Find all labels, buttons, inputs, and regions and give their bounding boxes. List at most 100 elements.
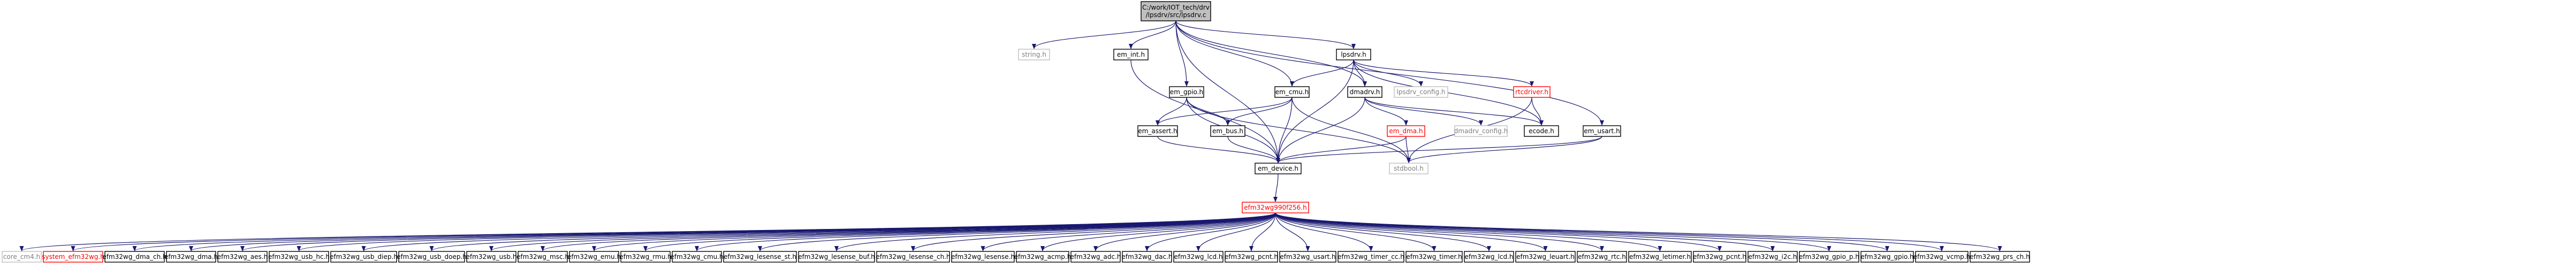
node-label: efm32wg_msc.h: [516, 253, 569, 261]
node-dmadrv-h[interactable]: dmadrv.h: [1347, 86, 1382, 98]
node-lpsdrv-config-h[interactable]: lpsdrv_config.h: [1394, 86, 1448, 98]
node-label-line: /lpsdrv/src/lpsdrv.c: [1146, 11, 1206, 19]
node-efm32wg-msc-h[interactable]: efm32wg_msc.h: [516, 251, 569, 263]
node-label: em_bus.h: [1212, 127, 1243, 135]
node-system-efm32wg-h[interactable]: system_efm32wg.h: [42, 251, 104, 263]
node-efm32wg-dac-h[interactable]: efm32wg_dac.h: [1122, 251, 1173, 263]
node-efm32wg-dma-ch-h[interactable]: efm32wg_dma_ch.h: [102, 251, 167, 263]
node-em-gpio-h[interactable]: em_gpio.h: [1169, 86, 1204, 98]
node-box: [1405, 251, 1463, 263]
edge-em_dma-to-em_device: [1276, 136, 1407, 163]
node-em-int-h[interactable]: em_int.h: [1113, 49, 1149, 60]
node-label: ecode.h: [1529, 127, 1554, 135]
node-efm32wg-lcd-h[interactable]: efm32wg_lcd.h: [1464, 251, 1514, 263]
edge-efm32wg990f256-to-bottom-34: [1275, 212, 2002, 251]
node-box: [104, 251, 165, 263]
node-efm32wg-aes-h[interactable]: efm32wg_aes.h: [217, 251, 268, 263]
node-efm32wg990f256-h[interactable]: efm32wg990f256.h: [1242, 202, 1309, 213]
edge-em_cmu-to-em_device: [1276, 97, 1293, 163]
node-efm32wg-usb-hc-h[interactable]: efm32wg_usb_hc.h: [268, 251, 330, 263]
node-em-usart-h[interactable]: em_usart.h: [1583, 125, 1621, 137]
node-label: core_cm4.h: [3, 253, 40, 261]
node-efm32wg-emu-h[interactable]: efm32wg_emu.h: [567, 251, 621, 263]
node-em-cmu-h[interactable]: em_cmu.h: [1274, 86, 1310, 98]
edge-efm32wg990f256-to-bottom-6: [361, 212, 1276, 251]
node-em-dma-h[interactable]: em_dma.h: [1387, 125, 1425, 137]
node-lpsdrv-h[interactable]: lpsdrv.h: [1336, 49, 1371, 60]
node-label: efm32wg_timer.h: [1406, 253, 1462, 261]
node-em-bus-h[interactable]: em_bus.h: [1210, 125, 1245, 137]
edge-efm32wg990f256-to-bottom-14: [834, 212, 1276, 251]
node-efm32wg-pcnt-h[interactable]: efm32wg_pcnt.h: [1225, 251, 1278, 263]
node-efm32wg-dma-h[interactable]: efm32wg_dma.h: [164, 251, 218, 263]
node-rtcdriver-h[interactable]: rtcdriver.h: [1513, 86, 1551, 98]
edge-root-to-lpsdrv: [1175, 20, 1356, 49]
node-box: [723, 251, 797, 263]
node-label: efm32wg_rmu.h: [619, 253, 671, 261]
edge-efm32wg990f256-to-bottom-20: [1196, 212, 1276, 251]
node-efm32wg-prs-ch-h[interactable]: efm32wg_prs_ch.h: [1970, 251, 2030, 263]
node-label: efm32wg_usb.h: [466, 253, 517, 261]
node-efm32wg-usb-h[interactable]: efm32wg_usb.h: [466, 251, 517, 263]
node-label: efm32wg_usb_hc.h: [268, 253, 330, 261]
node-efm32wg-gpio-h[interactable]: efm32wg_gpio.h: [1860, 251, 1914, 263]
edge-em_cmu-to-em_assert: [1156, 97, 1293, 126]
node-box: [1454, 125, 1508, 137]
node-box: [1747, 251, 1798, 263]
node-efm32wg-usb-diep-h[interactable]: efm32wg_usb_diep.h: [330, 251, 398, 263]
node-box: [217, 251, 268, 263]
node-label: em_gpio.h: [1170, 88, 1203, 96]
node-efm32wg-lcd-h[interactable]: efm32wg_lcd.h: [1173, 251, 1224, 263]
edge-efm32wg990f256-to-bottom-15: [911, 212, 1276, 251]
node-label: efm32wg_dac.h: [1122, 253, 1173, 261]
node-core-cm4-h[interactable]: core_cm4.h: [2, 251, 42, 263]
node-label: efm32wg_prs_ch.h: [1970, 253, 2030, 261]
node-em-device-h[interactable]: em_device.h: [1255, 163, 1302, 174]
node-efm32wg-lesense-buf-h[interactable]: efm32wg_lesense_buf.h: [798, 251, 875, 263]
edge-efm32wg990f256-to-bottom-19: [1145, 212, 1276, 251]
node-c-work-iot-tech-drv-lpsdrv-src-lpsdrv-c[interactable]: C:/work/IOT_tech/drv/lpsdrv/src/lpsdrv.c: [1141, 1, 1211, 21]
node-label: efm32wg_gpio.h: [1860, 253, 1913, 261]
node-ecode-h[interactable]: ecode.h: [1524, 125, 1559, 137]
node-efm32wg-pcnt-h[interactable]: efm32wg_pcnt.h: [1693, 251, 1746, 263]
node-label: efm32wg_lesense_st.h: [724, 253, 796, 261]
edge-dmadrv-to-em_dma: [1364, 97, 1408, 126]
node-box: [1338, 251, 1404, 263]
node-efm32wg-acmp-h[interactable]: efm32wg_acmp.h: [1014, 251, 1072, 263]
node-label: efm32wg990f256.h: [1244, 204, 1306, 211]
node-box: [1137, 125, 1178, 137]
node-efm32wg-adc-h[interactable]: efm32wg_adc.h: [1070, 251, 1121, 263]
node-efm32wg-rmu-h[interactable]: efm32wg_rmu.h: [619, 251, 672, 263]
node-box: [1347, 86, 1382, 98]
edges: [20, 20, 2002, 251]
node-efm32wg-usart-h[interactable]: efm32wg_usart.h: [1279, 251, 1336, 263]
node-label: dmadrv.h: [1350, 88, 1380, 96]
node-efm32wg-timer-h[interactable]: efm32wg_timer.h: [1405, 251, 1463, 263]
node-em-assert-h[interactable]: em_assert.h: [1137, 125, 1178, 137]
node-efm32wg-leuart-h[interactable]: efm32wg_leuart.h: [1515, 251, 1576, 263]
node-efm32wg-timer-cc-h[interactable]: efm32wg_timer_cc.h: [1338, 251, 1404, 263]
node-efm32wg-lesense-ch-h[interactable]: efm32wg_lesense_ch.h: [876, 251, 951, 263]
node-efm32wg-gpio-p-h[interactable]: efm32wg_gpio_p.h: [1799, 251, 1859, 263]
node-box: [1113, 49, 1149, 60]
node-efm32wg-letimer-h[interactable]: efm32wg_letimer.h: [1628, 251, 1692, 263]
node-label: lpsdrv_config.h: [1397, 88, 1446, 96]
node-stdbool-h[interactable]: stdbool.h: [1389, 163, 1428, 174]
edge-root-to-em_device: [1175, 20, 1280, 163]
node-box: [1336, 49, 1371, 60]
edge-em_int-to-em_device: [1130, 59, 1280, 163]
node-efm32wg-usb-doep-h[interactable]: efm32wg_usb_doep.h: [397, 251, 467, 263]
node-efm32wg-vcmp-h[interactable]: efm32wg_vcmp.h: [1913, 251, 1970, 263]
node-label: efm32wg_lcd.h: [1465, 253, 1514, 261]
node-efm32wg-rtc-h[interactable]: efm32wg_rtc.h: [1577, 251, 1627, 263]
node-efm32wg-cmu-h[interactable]: efm32wg_cmu.h: [670, 251, 724, 263]
node-label: em_device.h: [1258, 165, 1298, 172]
node-efm32wg-lesense-st-h[interactable]: efm32wg_lesense_st.h: [723, 251, 797, 263]
node-dmadrv-config-h[interactable]: dmadrv_config.h: [1454, 125, 1508, 137]
node-efm32wg-lesense-h[interactable]: efm32wg_lesense.h: [951, 251, 1015, 263]
node-string-h[interactable]: string.h: [1018, 49, 1050, 60]
node-efm32wg-i2c-h[interactable]: efm32wg_i2c.h: [1747, 251, 1798, 263]
node-label: em_usart.h: [1584, 127, 1620, 135]
node-label: efm32wg_lesense_buf.h: [798, 253, 875, 261]
node-box: [1513, 86, 1551, 98]
